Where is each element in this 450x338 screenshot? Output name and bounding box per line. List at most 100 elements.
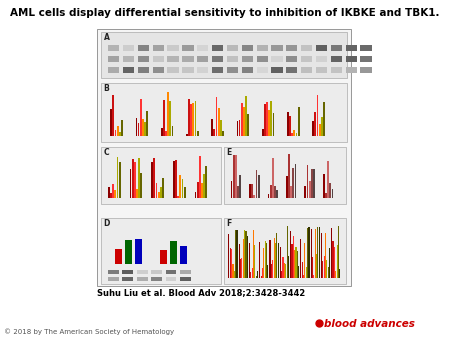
Bar [212,56,223,62]
Bar [205,166,207,198]
Bar [288,256,289,278]
Bar [304,243,306,278]
Bar [123,67,134,73]
Bar [319,227,320,278]
Bar [270,101,272,136]
Bar [237,121,239,136]
Bar [119,132,121,136]
Bar [266,102,268,136]
Bar [108,56,119,62]
Bar [262,129,264,136]
Bar [180,270,191,274]
Bar [146,111,148,136]
Bar [182,45,194,51]
Bar [175,160,177,198]
Bar [338,226,339,278]
Bar [337,245,338,278]
Bar [265,241,266,278]
Bar [119,162,121,198]
Bar [325,193,327,198]
Bar [253,230,254,278]
Bar [292,168,294,198]
Bar [237,186,239,198]
Bar [135,118,137,136]
Bar [252,268,253,278]
Bar [108,67,119,73]
Bar [256,67,268,73]
Bar [137,277,148,281]
Bar [108,277,119,281]
Bar [253,195,255,198]
Bar [264,104,266,136]
Bar [110,109,112,136]
Bar [248,114,249,136]
Bar [212,67,223,73]
Bar [243,107,245,136]
Bar [280,247,281,278]
Bar [233,155,234,198]
Bar [329,248,330,278]
Bar [286,176,288,198]
Bar [298,266,299,278]
Bar [331,56,342,62]
Bar [256,170,257,198]
Bar [283,257,284,278]
Bar [230,181,232,198]
Bar [212,45,223,51]
Bar [271,56,283,62]
Bar [328,267,329,278]
Bar [331,228,332,278]
Bar [276,233,277,278]
Bar [241,103,243,136]
Bar [227,67,238,73]
Bar [325,233,326,278]
Bar [297,251,298,278]
Bar [117,126,118,136]
Bar [298,107,300,136]
Bar [313,275,315,278]
Bar [224,147,346,204]
Bar [331,67,342,73]
Bar [244,231,245,278]
Bar [153,45,164,51]
Bar [101,218,221,284]
Bar [316,95,318,136]
Bar [197,56,208,62]
Bar [123,56,134,62]
Bar [323,102,325,136]
Bar [258,175,260,198]
Bar [274,186,276,198]
Text: C: C [104,148,109,158]
Bar [303,275,304,278]
Bar [216,97,217,136]
Bar [306,165,308,198]
Text: © 2018 by The American Society of Hematology: © 2018 by The American Society of Hemato… [4,328,175,335]
Bar [169,101,171,136]
Bar [291,133,293,136]
Bar [151,270,162,274]
Text: B: B [104,84,109,93]
Bar [108,45,119,51]
Bar [316,254,317,278]
Bar [261,276,262,278]
Bar [281,271,282,278]
Bar [117,156,118,198]
Bar [197,45,208,51]
Bar [167,92,169,136]
Bar [301,45,312,51]
Bar [101,147,221,204]
Bar [231,249,232,278]
Bar [263,248,265,278]
Bar [305,187,306,198]
Bar [224,218,346,284]
Bar [322,261,324,278]
Bar [312,257,313,278]
Bar [188,99,190,136]
Bar [245,96,247,136]
Bar [230,248,231,278]
Bar [138,158,140,198]
Bar [256,276,257,278]
Bar [115,130,117,136]
Bar [165,131,167,136]
Bar [110,193,112,198]
